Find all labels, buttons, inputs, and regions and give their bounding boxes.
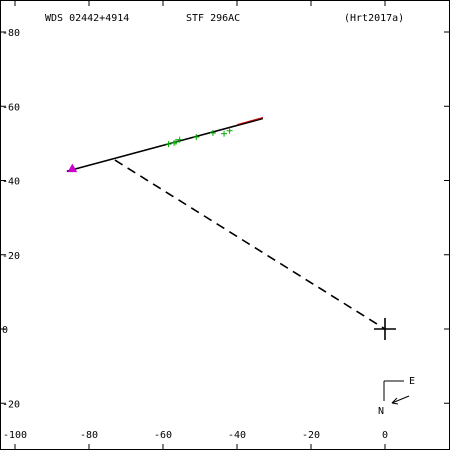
y-tick-label: 0: [2, 325, 8, 336]
x-tick-label: -80: [80, 430, 98, 441]
motion-arrow-shaft: [391, 395, 410, 404]
y-tick-label: -40: [2, 177, 20, 188]
x-tick-label: 0: [382, 430, 388, 441]
first-observation-point: [67, 163, 78, 173]
observation-point: [176, 136, 183, 143]
residual-line: [236, 117, 264, 126]
x-tick-label: -100: [3, 430, 27, 441]
observation-point: [165, 141, 172, 148]
x-tick-label: -20: [302, 430, 320, 441]
wds-label: WDS 02442+4914: [45, 13, 129, 24]
x-tick-label: -40: [228, 430, 246, 441]
observation-points: [67, 127, 396, 340]
dashed-node-line: [114, 159, 386, 330]
y-tick-label: -80: [2, 28, 20, 39]
orbit-lines: [66, 117, 386, 330]
compass-east-label: E: [409, 376, 415, 387]
compass-rose: E N: [378, 376, 415, 417]
observation-point: [226, 127, 233, 134]
observation-point: [209, 129, 216, 136]
reference-label: (Hrt2017a): [344, 13, 404, 24]
compass-north-label: N: [378, 406, 384, 417]
x-tick-label: -60: [154, 430, 172, 441]
motion-arrow-head: [391, 397, 399, 405]
observation-point: [171, 140, 178, 147]
y-tick-label: -20: [2, 251, 20, 262]
y-tick-label: -20: [2, 399, 20, 410]
orbit-fit-line: [66, 117, 264, 172]
observation-point: [193, 134, 200, 141]
observation-point: [221, 130, 228, 137]
y-tick-label: -60: [2, 102, 20, 113]
discoverer-label: STF 296AC: [186, 13, 240, 24]
